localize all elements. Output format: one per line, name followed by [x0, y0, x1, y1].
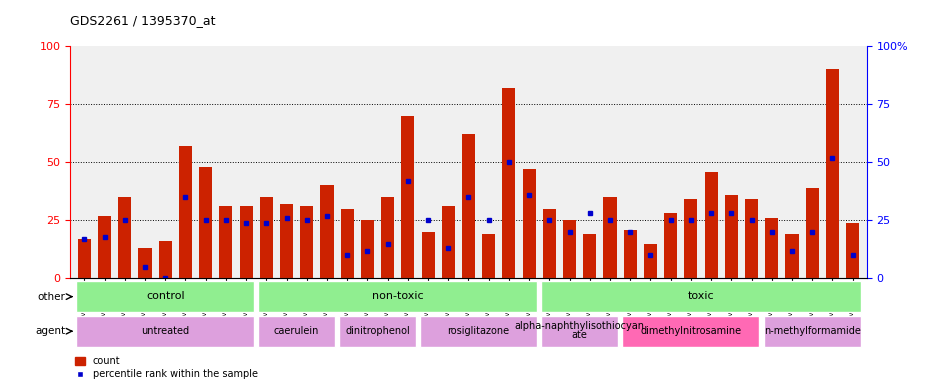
Bar — [240, 206, 253, 278]
Bar — [541, 316, 618, 347]
Text: control: control — [146, 291, 184, 301]
Bar — [643, 243, 656, 278]
Bar — [683, 199, 696, 278]
Text: rosiglitazone: rosiglitazone — [447, 326, 509, 336]
Bar — [381, 197, 394, 278]
Bar — [622, 316, 759, 347]
Bar — [421, 232, 434, 278]
Bar — [623, 230, 636, 278]
Text: toxic: toxic — [687, 291, 713, 301]
Bar — [582, 234, 595, 278]
Bar — [339, 316, 416, 347]
Bar — [419, 316, 536, 347]
Bar — [258, 281, 536, 312]
Text: non-toxic: non-toxic — [372, 291, 423, 301]
Bar — [360, 220, 373, 278]
Text: n-methylformamide: n-methylformamide — [763, 326, 859, 336]
Bar — [825, 70, 838, 278]
Bar — [258, 316, 335, 347]
Bar — [724, 195, 737, 278]
Bar — [77, 316, 254, 347]
Bar — [98, 216, 111, 278]
Text: alpha-naphthylisothiocyan
ate: alpha-naphthylisothiocyan ate — [514, 321, 644, 340]
Bar — [765, 218, 778, 278]
Bar — [664, 214, 677, 278]
Bar — [845, 223, 858, 278]
Bar — [805, 188, 818, 278]
Bar — [541, 281, 859, 312]
Bar — [482, 234, 495, 278]
Bar — [784, 234, 797, 278]
Bar — [603, 197, 616, 278]
Bar — [179, 146, 192, 278]
Bar — [542, 209, 555, 278]
Bar — [118, 197, 131, 278]
Bar — [259, 197, 272, 278]
Bar — [199, 167, 212, 278]
Text: GDS2261 / 1395370_at: GDS2261 / 1395370_at — [70, 14, 215, 27]
Bar — [341, 209, 354, 278]
Bar — [522, 169, 535, 278]
Text: dinitrophenol: dinitrophenol — [344, 326, 409, 336]
Bar — [280, 204, 293, 278]
Bar — [300, 206, 313, 278]
Bar — [401, 116, 414, 278]
Text: dimethylnitrosamine: dimethylnitrosamine — [639, 326, 740, 336]
Bar — [744, 199, 757, 278]
Text: caerulein: caerulein — [273, 326, 319, 336]
Bar — [461, 134, 475, 278]
Bar — [139, 248, 152, 278]
Bar — [158, 241, 171, 278]
Legend: count, percentile rank within the sample: count, percentile rank within the sample — [75, 356, 257, 379]
Bar — [320, 185, 333, 278]
Bar — [78, 239, 91, 278]
Bar — [763, 316, 859, 347]
Bar — [563, 220, 576, 278]
Text: other: other — [37, 292, 66, 302]
Bar — [502, 88, 515, 278]
Bar — [704, 172, 717, 278]
Text: agent: agent — [36, 326, 66, 336]
Bar — [219, 206, 232, 278]
Text: untreated: untreated — [141, 326, 189, 336]
Bar — [441, 206, 454, 278]
Bar — [77, 281, 254, 312]
